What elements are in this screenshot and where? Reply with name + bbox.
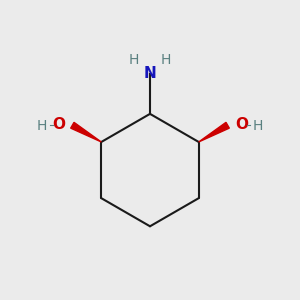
Polygon shape bbox=[71, 122, 101, 142]
Polygon shape bbox=[199, 122, 229, 142]
Text: H: H bbox=[161, 53, 171, 67]
Text: H: H bbox=[253, 119, 263, 133]
Text: H: H bbox=[129, 53, 139, 67]
Text: O: O bbox=[52, 117, 65, 132]
Text: O: O bbox=[235, 117, 248, 132]
Text: N: N bbox=[144, 66, 156, 81]
Text: H: H bbox=[37, 119, 47, 133]
